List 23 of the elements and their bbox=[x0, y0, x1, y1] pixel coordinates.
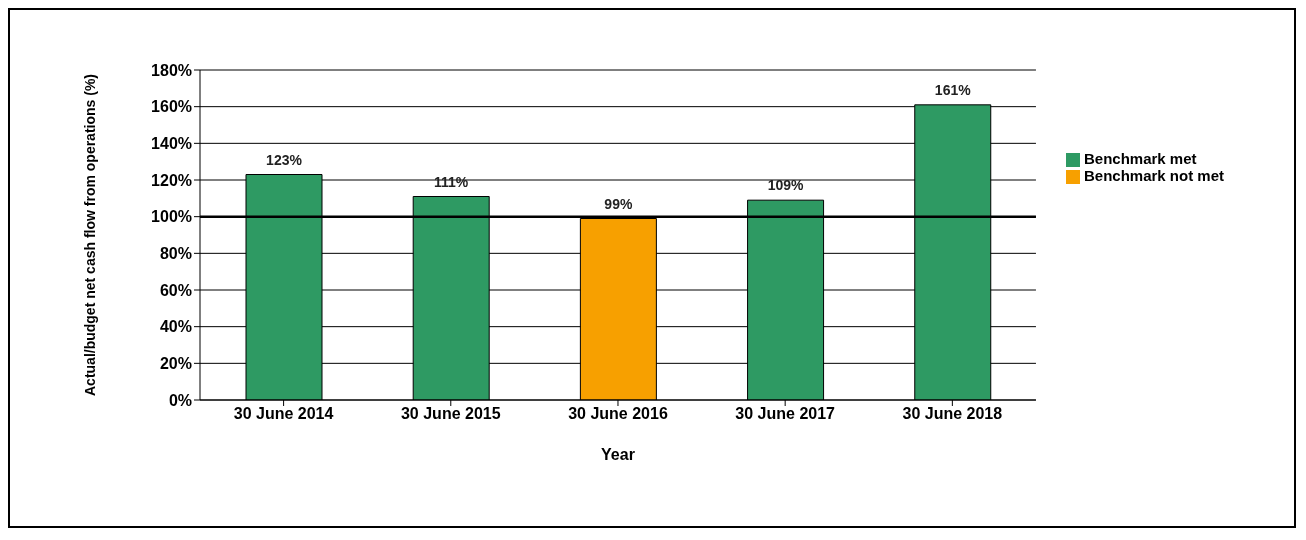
x-tick-label: 30 June 2014 bbox=[233, 405, 334, 423]
y-axis-title: Actual/budget net cash flow from operations (%) bbox=[81, 73, 98, 397]
x-axis-title: Year bbox=[601, 446, 635, 463]
y-tick-label: 100% bbox=[151, 208, 192, 226]
y-tick-label: 40% bbox=[159, 318, 192, 336]
legend-label: Benchmark not met bbox=[1083, 167, 1224, 185]
data-label: 161% bbox=[934, 81, 972, 98]
legend-label: Benchmark met bbox=[1083, 150, 1197, 167]
y-tick-label: 180% bbox=[151, 61, 192, 79]
y-tick-label: 80% bbox=[159, 245, 192, 263]
x-tick-label: 30 June 2017 bbox=[735, 405, 836, 423]
y-tick-label: 20% bbox=[159, 355, 192, 373]
y-tick-label: 160% bbox=[151, 98, 192, 116]
y-tick-label: 0% bbox=[168, 391, 192, 409]
x-tick-label: 30 June 2018 bbox=[902, 405, 1003, 423]
x-tick-label: 30 June 2016 bbox=[568, 405, 668, 423]
y-tick-label: 60% bbox=[159, 281, 192, 299]
y-tick-label: 140% bbox=[151, 135, 192, 153]
data-label: 99% bbox=[604, 195, 633, 212]
data-label: 109% bbox=[767, 177, 805, 194]
y-tick-label: 120% bbox=[151, 171, 192, 189]
x-tick-label: 30 June 2015 bbox=[400, 405, 501, 423]
data-label: 123% bbox=[266, 151, 303, 168]
